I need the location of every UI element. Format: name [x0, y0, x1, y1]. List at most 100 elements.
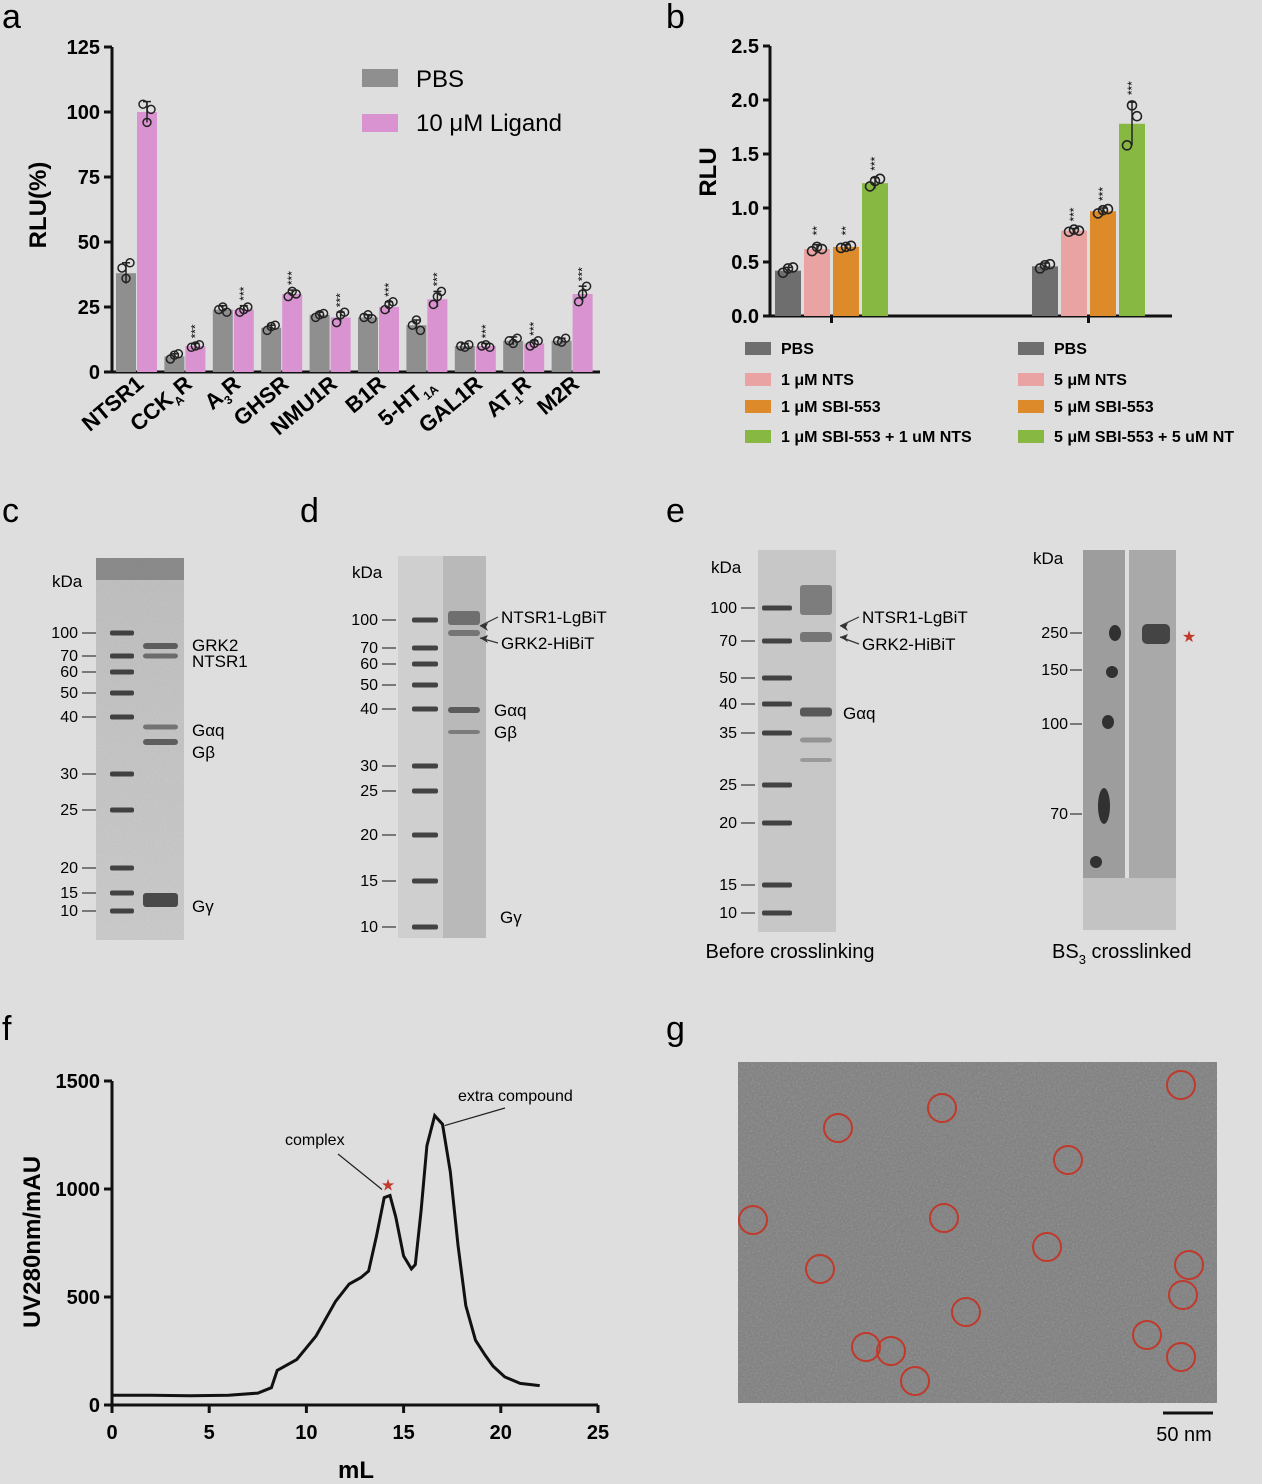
significance-b: *** — [1096, 187, 1110, 201]
ladder-band — [1098, 788, 1110, 824]
bar-a — [164, 356, 185, 372]
ladder-band — [762, 782, 792, 788]
chart-f-xtick-label: 25 — [587, 1422, 609, 1444]
chart-b-ytick-label: 1.5 — [731, 144, 759, 166]
significance-a: *** — [430, 272, 444, 286]
data-point-a — [331, 317, 342, 328]
chart-a-ytick-label: 50 — [78, 232, 100, 254]
particle-circle — [851, 1332, 881, 1362]
gel-marker-label: 40 — [360, 701, 378, 718]
particle-circle — [929, 1203, 959, 1233]
chart-f-xtick-label: 10 — [295, 1422, 317, 1444]
chart-b-ytick-label: 0.5 — [731, 252, 759, 274]
crosslink-star-icon: ★ — [1182, 629, 1196, 646]
data-point-b — [874, 173, 886, 185]
ladder-band — [1109, 625, 1121, 641]
significance-a: *** — [237, 286, 251, 300]
particle-circle — [1053, 1145, 1083, 1175]
ladder-band — [110, 653, 134, 659]
band-label: NTSR1 — [192, 652, 248, 671]
significance-a: *** — [382, 282, 396, 296]
gel-e2-lane-2 — [1129, 550, 1176, 930]
gel-marker-label: 100 — [351, 612, 378, 629]
bar-a — [116, 273, 136, 372]
ladder-band — [762, 820, 792, 826]
band-label: NTSR1-LgBiT — [862, 608, 968, 627]
data-point-a — [560, 333, 571, 343]
panel-label-b: b — [666, 0, 685, 36]
data-point-b — [1126, 100, 1138, 111]
band-arrowhead — [840, 623, 848, 631]
sample-band — [800, 585, 832, 615]
significance-a: *** — [285, 271, 299, 285]
ladder-band — [110, 865, 134, 871]
bar-a — [233, 309, 254, 372]
legend-swatch-b — [1018, 342, 1044, 355]
particle-circle — [1166, 1342, 1196, 1372]
data-point-a — [121, 273, 131, 284]
data-point-a — [581, 281, 592, 291]
bar-a — [379, 307, 399, 372]
sample-band — [800, 707, 832, 717]
band-label: GRK2-HiBiT — [862, 635, 956, 654]
legend-label-b: PBS — [1054, 341, 1087, 358]
data-point-a — [222, 307, 232, 317]
chart-b-ytick-label: 2.5 — [731, 36, 759, 58]
data-point-a — [117, 263, 127, 273]
chart-f-xtick-label: 20 — [490, 1422, 512, 1444]
ladder-band — [110, 890, 134, 896]
ladder-band — [412, 878, 438, 884]
data-point-b — [787, 262, 799, 273]
bar-a — [503, 340, 524, 372]
particle-circle — [1174, 1250, 1204, 1280]
legend-label-b: 1 μM SBI-553 + 1 uM NTS — [781, 429, 972, 446]
significance-b: *** — [1067, 207, 1081, 221]
particle-circle — [823, 1113, 853, 1143]
gel-marker-label: 100 — [1041, 716, 1068, 733]
significance-a: *** — [479, 324, 493, 338]
band-label: Gαq — [494, 701, 527, 720]
gel-marker-label: 20 — [360, 827, 378, 844]
data-point-a — [388, 297, 398, 307]
particle-circle — [738, 1205, 768, 1235]
legend-label-b: PBS — [781, 341, 814, 358]
sample-band — [143, 724, 178, 730]
sample-band — [448, 611, 480, 625]
data-point-a — [533, 336, 543, 346]
chart-a-ytick-label: 100 — [67, 102, 100, 124]
gel-marker-label: 70 — [1050, 806, 1068, 823]
data-point-a — [186, 342, 197, 353]
gel-marker-label: 15 — [60, 885, 78, 902]
gel-marker-label: 70 — [719, 633, 737, 650]
bar-b — [862, 183, 888, 316]
legend-swatch-ligand — [362, 114, 398, 132]
category-label-a: GAL1R — [414, 371, 487, 438]
sample-band — [800, 758, 832, 762]
data-point-a — [146, 104, 156, 115]
data-point-b — [845, 240, 857, 252]
chart-a-ytick-label: 75 — [78, 167, 100, 189]
chart-f-xtick-label: 15 — [392, 1422, 414, 1444]
chart-a-ytick-label: 25 — [78, 297, 100, 319]
band-label: Gαq — [843, 704, 876, 723]
gel-e1-unit: kDa — [711, 558, 742, 577]
data-point-a — [190, 341, 201, 351]
ladder-band — [762, 701, 792, 707]
crosslinked-band — [1142, 624, 1170, 644]
particle-circle — [900, 1366, 930, 1396]
gel-e2-lane-1 — [1083, 550, 1125, 930]
ladder-band — [412, 788, 438, 794]
gel-marker-label: 100 — [51, 625, 78, 642]
gel-marker-label: 40 — [719, 696, 737, 713]
data-point-b — [835, 242, 847, 254]
chart-b-ylabel: RLU — [695, 147, 722, 196]
band-label: Gβ — [494, 723, 517, 742]
band-arrow — [479, 616, 499, 627]
legend-label-pbs: PBS — [416, 66, 464, 93]
chart-b-bars: ** ************** — [775, 81, 1145, 316]
particle-circle — [1132, 1320, 1162, 1350]
bar-a — [212, 309, 233, 372]
particle-circle — [1032, 1232, 1062, 1262]
gel-marker-label: 10 — [719, 905, 737, 922]
bar-a — [137, 112, 157, 372]
